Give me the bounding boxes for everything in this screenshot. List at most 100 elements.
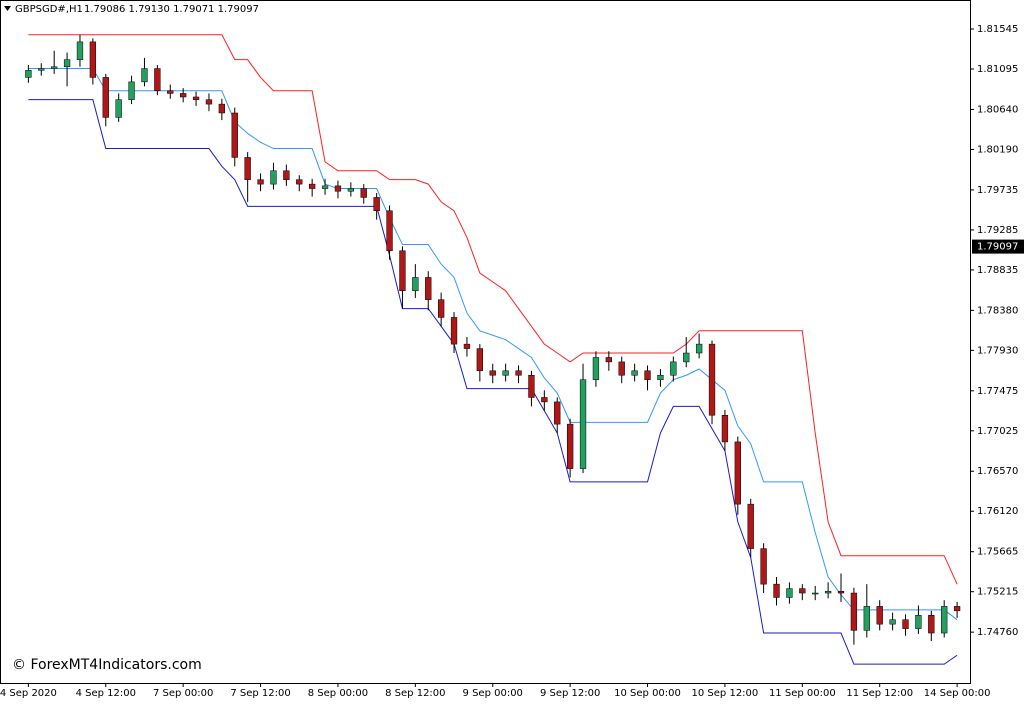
price-label-bg [972,239,1024,254]
y-tick-label: 1.78835 [977,265,1018,276]
candle-body [270,170,277,185]
candle-body [812,592,819,595]
candle-body [928,615,935,634]
candle-body [670,361,677,376]
candle-body [463,343,471,349]
candle-body [489,370,496,376]
candle-body [902,619,909,629]
menu-icon[interactable] [4,6,11,11]
candle-body [283,170,290,180]
candle-body [167,90,174,94]
candle-body [412,277,419,292]
candle-body [592,357,600,380]
candle-body [605,357,612,363]
candle-body [579,379,587,469]
x-tick-label: 10 Sep 00:00 [614,688,681,699]
candle-body [876,606,883,625]
candle-body [231,112,238,158]
candle-body [205,99,213,105]
chart-title: GBPSGD#,H1 [15,4,83,15]
candle-body [618,361,625,376]
y-tick-label: 1.78380 [977,305,1018,316]
candle-body [450,317,458,345]
y-tick-label: 1.77025 [977,426,1018,437]
candle-body [799,588,806,594]
candle-body [399,250,406,292]
x-tick-label: 8 Sep 12:00 [385,688,445,699]
candle-body [115,99,122,118]
candle-body [554,401,561,425]
y-tick-label: 1.80190 [977,144,1018,155]
candle-body [347,188,355,192]
x-tick-label: 7 Sep 12:00 [230,688,290,699]
watermark: © ForexMT4Indicators.com [12,657,202,673]
candle-body [773,583,780,598]
candle-body [541,397,548,403]
candle-body [244,157,251,180]
candle-body [941,606,948,634]
candle-body [683,352,690,363]
x-tick-label: 11 Sep 00:00 [769,688,836,699]
current-price: 1.79097 [977,242,1018,253]
x-tick-label: 11 Sep 12:00 [846,688,913,699]
candle-body [51,66,58,69]
candle-body [760,548,767,585]
candle-body [360,188,367,198]
candle-body [824,591,832,594]
ohlc-text: 1.79086 1.79130 1.79071 1.79097 [84,4,259,15]
candle-body [425,277,432,300]
y-tick-label: 1.81545 [977,24,1018,35]
y-tick-label: 1.77475 [977,386,1018,397]
candle-body [309,183,316,189]
candle-body [695,343,703,354]
candle-body [321,185,329,189]
y-tick-label: 1.76570 [977,466,1018,477]
x-tick-label: 7 Sep 00:00 [153,688,213,699]
candle-body [38,68,45,71]
candle-body [296,179,303,185]
candle-body [89,41,97,78]
candle-body [708,343,716,416]
y-tick-label: 1.74760 [977,627,1018,638]
candle-body [915,615,922,629]
candle-body [102,77,109,118]
candle-body [502,370,509,376]
candle-body [128,81,135,100]
candle-body [528,374,535,398]
candle-body [25,70,32,78]
y-tick-label: 1.75215 [977,587,1018,598]
candle-body [180,93,187,98]
y-tick-label: 1.79285 [977,225,1018,236]
candle-body [515,370,522,376]
candle-body [141,68,148,83]
candle-body [644,370,651,380]
y-tick-label: 1.80640 [977,104,1018,115]
x-tick-label: 8 Sep 00:00 [308,688,368,699]
candle-body [747,503,754,549]
candle-body [734,441,741,505]
x-tick-label: 9 Sep 00:00 [463,688,523,699]
candle-body [76,41,84,60]
candle-body [154,68,161,92]
candle-body [889,619,896,625]
x-tick-label: 14 Sep 00:00 [924,688,991,699]
y-tick-label: 1.76120 [977,506,1018,517]
y-tick-label: 1.75665 [977,547,1018,558]
candle-body [192,96,200,100]
candle-body [476,348,483,372]
candle-body [218,103,226,114]
candle-body [850,592,858,631]
candle-body [631,370,638,376]
y-tick-label: 1.81095 [977,64,1018,75]
x-tick-label: 9 Sep 12:00 [540,688,600,699]
plot-border [0,0,971,684]
candle-body [566,423,574,469]
x-tick-label: 4 Sep 12:00 [76,688,136,699]
x-tick-label: 10 Sep 12:00 [692,688,759,699]
candle-body [334,185,342,192]
candle-body [863,606,870,631]
candle-body [373,197,380,212]
candle-body [786,588,793,598]
